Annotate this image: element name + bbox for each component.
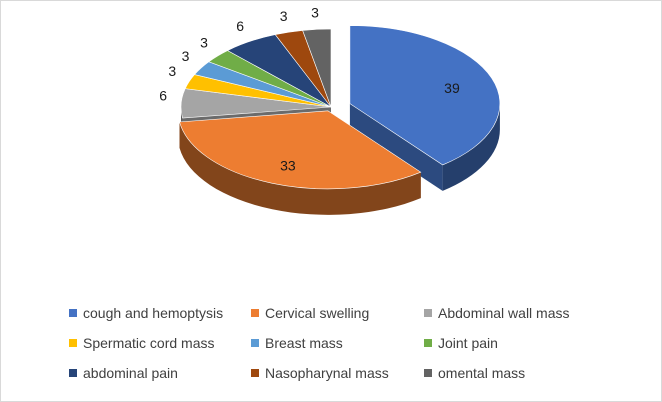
legend-swatch xyxy=(251,309,259,317)
slice-omental-mass xyxy=(302,28,332,108)
legend-label: Abdominal wall mass xyxy=(438,305,570,321)
legend-item: Breast mass xyxy=(251,331,424,355)
legend-item: Abdominal wall mass xyxy=(424,301,614,325)
legend-label: Breast mass xyxy=(265,335,343,351)
legend-label: Nasopharynal mass xyxy=(265,365,389,381)
legend-swatch xyxy=(69,339,77,347)
legend-swatch xyxy=(251,369,259,377)
legend-swatch xyxy=(424,309,432,317)
slice-side-0 xyxy=(349,103,500,191)
legend-swatch xyxy=(69,309,77,317)
legend-label: abdominal pain xyxy=(83,365,178,381)
slice-cervical-swelling xyxy=(179,110,422,190)
legend-label: omental mass xyxy=(438,365,526,381)
data-label: 3 xyxy=(168,63,176,79)
data-label: 6 xyxy=(159,88,167,104)
legend-label: Spermatic cord mass xyxy=(83,335,215,351)
data-label: 6 xyxy=(236,18,244,34)
data-label: 3 xyxy=(182,48,190,64)
legend-item: cough and hemoptysis xyxy=(69,301,251,325)
legend-label: Cervical swelling xyxy=(265,305,370,321)
legend-label: cough and hemoptysis xyxy=(83,305,224,321)
legend-item: Nasopharynal mass xyxy=(251,361,424,385)
legend-item: Joint pain xyxy=(424,331,614,355)
legend-swatch xyxy=(424,369,432,377)
data-label: 3 xyxy=(311,5,319,21)
legend-item: Cervical swelling xyxy=(251,301,424,325)
legend-item: omental mass xyxy=(424,361,614,385)
data-label: 3 xyxy=(280,8,288,24)
legend-label: Joint pain xyxy=(438,335,498,351)
data-label: 39 xyxy=(444,80,460,96)
legend-swatch xyxy=(69,369,77,377)
legend-item: Spermatic cord mass xyxy=(69,331,251,355)
slice-cough-and-hemoptysis xyxy=(349,25,501,166)
legend-swatch xyxy=(424,339,432,347)
data-label: 33 xyxy=(280,158,296,174)
data-label: 3 xyxy=(200,34,208,50)
legend-item: abdominal pain xyxy=(69,361,251,385)
legend-swatch xyxy=(251,339,259,347)
legend: cough and hemoptysis Cervical swelling Abd… xyxy=(69,301,629,385)
